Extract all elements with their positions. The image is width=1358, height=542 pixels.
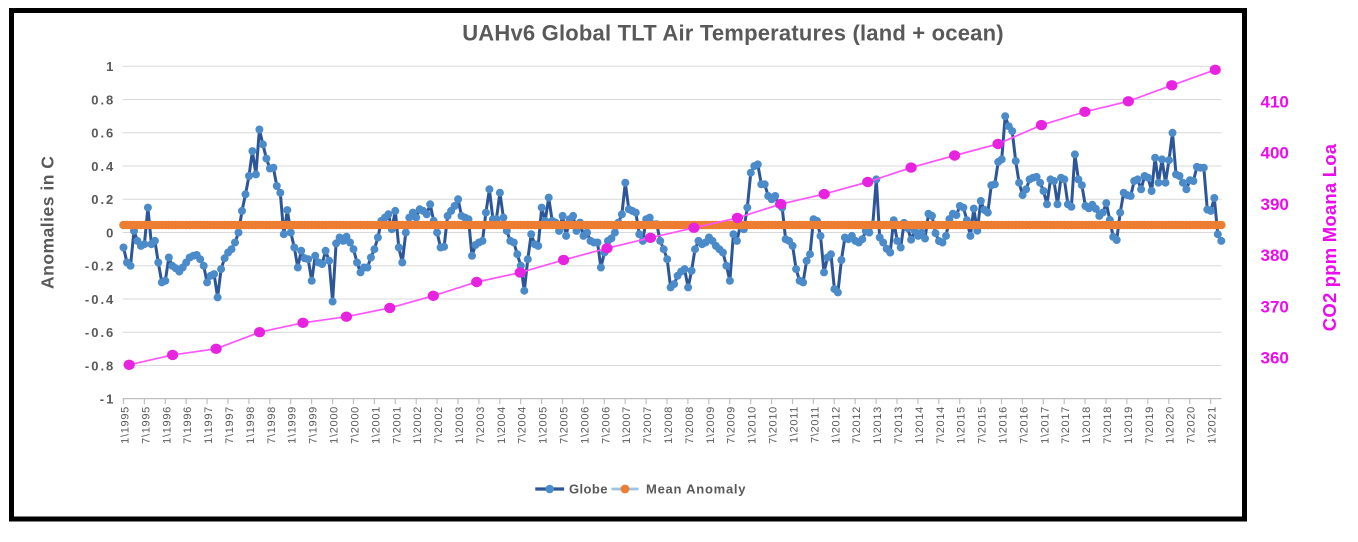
svg-text:1\2002: 1\2002 [412, 406, 424, 444]
svg-text:7\2015: 7\2015 [977, 406, 989, 444]
svg-text:7\2002: 7\2002 [433, 406, 445, 444]
svg-text:Globe: Globe [569, 482, 608, 497]
svg-text:1\2019: 1\2019 [1123, 406, 1135, 444]
svg-text:7\1996: 7\1996 [182, 406, 194, 444]
svg-text:1\2007: 1\2007 [621, 406, 633, 444]
svg-text:1\1997: 1\1997 [203, 406, 215, 444]
svg-text:7\2008: 7\2008 [684, 406, 696, 444]
svg-text:1\2008: 1\2008 [663, 406, 675, 444]
svg-text:7\2003: 7\2003 [475, 406, 487, 444]
svg-text:7\2019: 7\2019 [1144, 406, 1156, 444]
svg-text:400: 400 [1261, 144, 1289, 163]
svg-text:Anomalies in C: Anomalies in C [38, 156, 58, 289]
svg-text:-1: -1 [100, 392, 116, 407]
svg-text:7\2013: 7\2013 [893, 406, 905, 444]
svg-text:1\2017: 1\2017 [1039, 406, 1051, 444]
svg-text:7\2020: 7\2020 [1186, 406, 1198, 444]
svg-text:360: 360 [1261, 349, 1289, 368]
svg-text:0.4: 0.4 [91, 159, 115, 174]
svg-text:1\1996: 1\1996 [161, 406, 173, 444]
svg-text:1: 1 [106, 59, 115, 74]
svg-text:0.6: 0.6 [91, 126, 115, 141]
svg-text:-0.4: -0.4 [85, 292, 115, 307]
svg-text:7\2011: 7\2011 [809, 406, 821, 443]
svg-text:7\1997: 7\1997 [224, 406, 236, 444]
svg-text:7\2006: 7\2006 [600, 406, 612, 444]
svg-text:7\2018: 7\2018 [1102, 406, 1114, 444]
svg-text:7\2010: 7\2010 [768, 406, 780, 444]
svg-text:0: 0 [106, 225, 115, 240]
svg-text:1\2000: 1\2000 [329, 406, 341, 444]
svg-text:7\2000: 7\2000 [350, 406, 362, 444]
svg-text:7\2014: 7\2014 [935, 406, 947, 444]
svg-text:370: 370 [1261, 297, 1289, 316]
svg-text:0.2: 0.2 [91, 192, 115, 207]
svg-text:1\2004: 1\2004 [496, 406, 508, 444]
svg-text:1\2003: 1\2003 [454, 406, 466, 444]
svg-text:1\2010: 1\2010 [747, 406, 759, 444]
svg-text:1\1995: 1\1995 [120, 406, 132, 444]
svg-text:1\2016: 1\2016 [998, 406, 1010, 444]
svg-text:7\2007: 7\2007 [642, 406, 654, 444]
svg-text:7\2009: 7\2009 [726, 406, 738, 444]
svg-text:1\2020: 1\2020 [1165, 406, 1177, 444]
svg-text:1\2018: 1\2018 [1081, 406, 1093, 444]
svg-text:-0.2: -0.2 [85, 259, 115, 274]
svg-text:-0.8: -0.8 [85, 358, 115, 373]
svg-text:380: 380 [1261, 246, 1289, 265]
svg-text:1\2009: 1\2009 [705, 406, 717, 444]
svg-text:7\2016: 7\2016 [1018, 406, 1030, 444]
svg-text:1\2021: 1\2021 [1207, 406, 1219, 444]
svg-text:7\2004: 7\2004 [517, 406, 529, 444]
svg-text:1\2015: 1\2015 [956, 406, 968, 444]
svg-text:Mean Anomaly: Mean Anomaly [646, 482, 746, 497]
svg-text:7\2001: 7\2001 [391, 406, 403, 444]
svg-text:1\1998: 1\1998 [245, 406, 257, 444]
svg-text:1\2005: 1\2005 [538, 406, 550, 444]
svg-text:7\1999: 7\1999 [308, 406, 320, 444]
svg-text:1\2014: 1\2014 [914, 406, 926, 444]
svg-text:1\2011: 1\2011 [789, 406, 801, 443]
svg-text:7\1995: 7\1995 [140, 406, 152, 444]
svg-text:1\1999: 1\1999 [287, 406, 299, 444]
svg-text:-0.6: -0.6 [85, 325, 115, 340]
svg-text:1\2013: 1\2013 [872, 406, 884, 444]
svg-text:1\2001: 1\2001 [370, 406, 382, 444]
svg-text:1\2006: 1\2006 [579, 406, 591, 444]
svg-text:1\2012: 1\2012 [830, 406, 842, 444]
svg-text:7\1998: 7\1998 [266, 406, 278, 444]
svg-text:7\2017: 7\2017 [1060, 406, 1072, 444]
svg-text:410: 410 [1261, 93, 1289, 112]
svg-text:CO2 ppm Moana Loa: CO2 ppm Moana Loa [1319, 143, 1340, 331]
svg-text:UAHv6 Global TLT Air Temperatu: UAHv6 Global TLT Air Temperatures (land … [462, 21, 1004, 46]
svg-text:390: 390 [1261, 195, 1289, 214]
svg-text:7\2005: 7\2005 [559, 406, 571, 444]
svg-text:0.8: 0.8 [91, 92, 115, 107]
svg-text:7\2012: 7\2012 [851, 406, 863, 444]
